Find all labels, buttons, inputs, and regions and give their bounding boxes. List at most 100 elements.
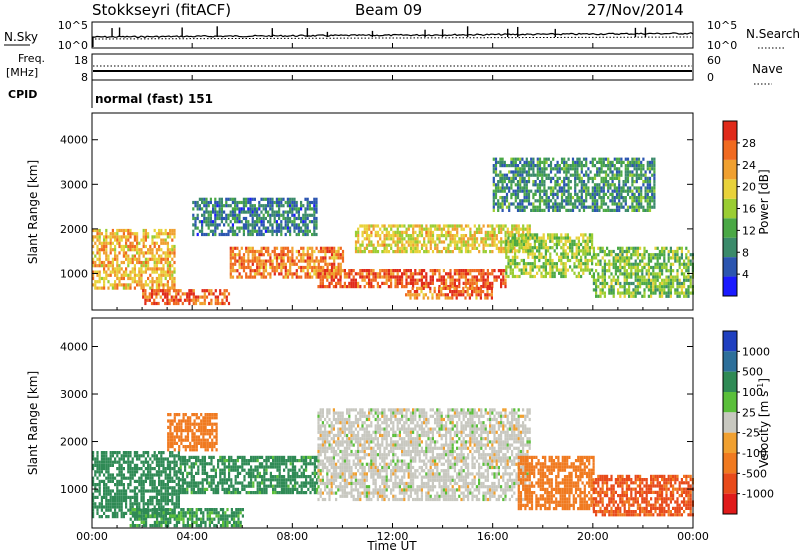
heatmap-cell (574, 170, 577, 174)
heatmap-cell (153, 228, 156, 233)
heatmap-cell (538, 196, 542, 200)
heatmap-cell (471, 286, 474, 290)
heatmap-cell (414, 246, 417, 250)
heatmap-cell (162, 273, 165, 277)
heatmap-cell (116, 467, 119, 471)
heatmap-cell (418, 240, 421, 244)
heatmap-cell (212, 223, 215, 227)
heatmap-cell (580, 160, 583, 164)
colorbar-segment (723, 198, 737, 219)
heatmap-cell (558, 186, 561, 190)
heatmap-cell (284, 275, 287, 279)
heatmap-cell (505, 183, 509, 187)
heatmap-cell (103, 451, 106, 455)
heatmap-cell (509, 242, 512, 247)
heatmap-cell (118, 241, 121, 245)
nsky-tick-high: 10^5 (58, 19, 88, 32)
heatmap-cell (111, 476, 114, 480)
heatmap-cell (262, 253, 265, 257)
heatmap-cell (138, 257, 141, 261)
heatmap-cell (617, 291, 620, 295)
heatmap-cell (114, 235, 117, 239)
heatmap-cell (289, 272, 292, 276)
heatmap-cell (620, 173, 623, 177)
heatmap-cell (267, 200, 270, 205)
heatmap-cell (319, 285, 322, 289)
heatmap-cell (116, 460, 119, 464)
heatmap-cell (418, 278, 421, 282)
heatmap-cell (401, 275, 404, 279)
heatmap-cell (475, 285, 478, 289)
heatmap-cell (220, 200, 223, 205)
heatmap-cell (586, 252, 589, 256)
heatmap-cell (169, 264, 172, 268)
heatmap-cell (245, 197, 248, 201)
heatmap-cell (486, 243, 490, 247)
heatmap-cell (563, 170, 566, 174)
heatmap-cell (201, 455, 204, 459)
heatmap-cell (306, 204, 309, 208)
heatmap-cell (144, 476, 147, 480)
heatmap-cell (231, 223, 234, 227)
heatmap-cell (116, 515, 119, 519)
heatmap-cell (280, 265, 283, 270)
heatmap-cell (480, 272, 483, 276)
heatmap-cell (598, 170, 601, 174)
heatmap-cell (199, 462, 202, 466)
heatmap-cell (350, 278, 353, 282)
heatmap-cell (420, 243, 424, 247)
heatmap-cell (423, 250, 426, 254)
heatmap-cell (157, 292, 160, 296)
heatmap-cell (140, 489, 143, 493)
heatmap-cell (363, 230, 366, 234)
heatmap-cell (576, 199, 579, 203)
heatmap-cell (140, 276, 143, 281)
heatmap-cell (136, 248, 139, 252)
heatmap-cell (643, 262, 646, 266)
heatmap-cell (652, 281, 655, 286)
heatmap-cell (201, 465, 204, 469)
heatmap-cell (598, 167, 601, 171)
heatmap-cell (105, 273, 108, 277)
heatmap-cell (455, 296, 458, 300)
heatmap-cell (429, 275, 432, 279)
heatmap-cell (423, 269, 426, 273)
heatmap-cell (207, 204, 210, 208)
heatmap-cell (92, 238, 95, 242)
heatmap-cell (107, 257, 110, 261)
heatmap-cell (645, 278, 648, 282)
heatmap-cell (586, 236, 589, 240)
heatmap-cell (680, 281, 683, 286)
heatmap-cell (536, 173, 539, 177)
heatmap-cell (582, 180, 586, 184)
heatmap-cell (536, 236, 539, 240)
heatmap-cell (571, 202, 575, 206)
heatmap-cell (269, 262, 272, 266)
heatmap-cell (129, 467, 132, 471)
heatmap-cell (166, 270, 169, 274)
heatmap-cell (578, 208, 581, 212)
heatmap-cell (125, 499, 128, 503)
heatmap-cell (354, 234, 358, 238)
heatmap-cell (575, 274, 578, 279)
heatmap-cell (208, 462, 211, 466)
heatmap-cell (562, 252, 565, 256)
heatmap-cell (486, 281, 489, 285)
heatmap-cell (529, 252, 532, 256)
heatmap-cell (149, 499, 152, 503)
heatmap-cell (183, 298, 187, 302)
heatmap-cell (201, 471, 204, 475)
heatmap-cell (636, 256, 639, 260)
heatmap-cell (456, 227, 459, 231)
heatmap-cell (289, 249, 292, 254)
colorbar-tick-label: 12 (742, 224, 756, 237)
heatmap-cell (247, 249, 250, 254)
heatmap-cell (122, 486, 125, 490)
heatmap-cell (489, 285, 492, 289)
heatmap-cell (262, 232, 265, 237)
heatmap-cell (499, 196, 502, 200)
heatmap-cell (567, 164, 570, 168)
heatmap-cell (171, 257, 174, 261)
heatmap-cell (234, 210, 237, 214)
heatmap-cell (328, 269, 331, 273)
